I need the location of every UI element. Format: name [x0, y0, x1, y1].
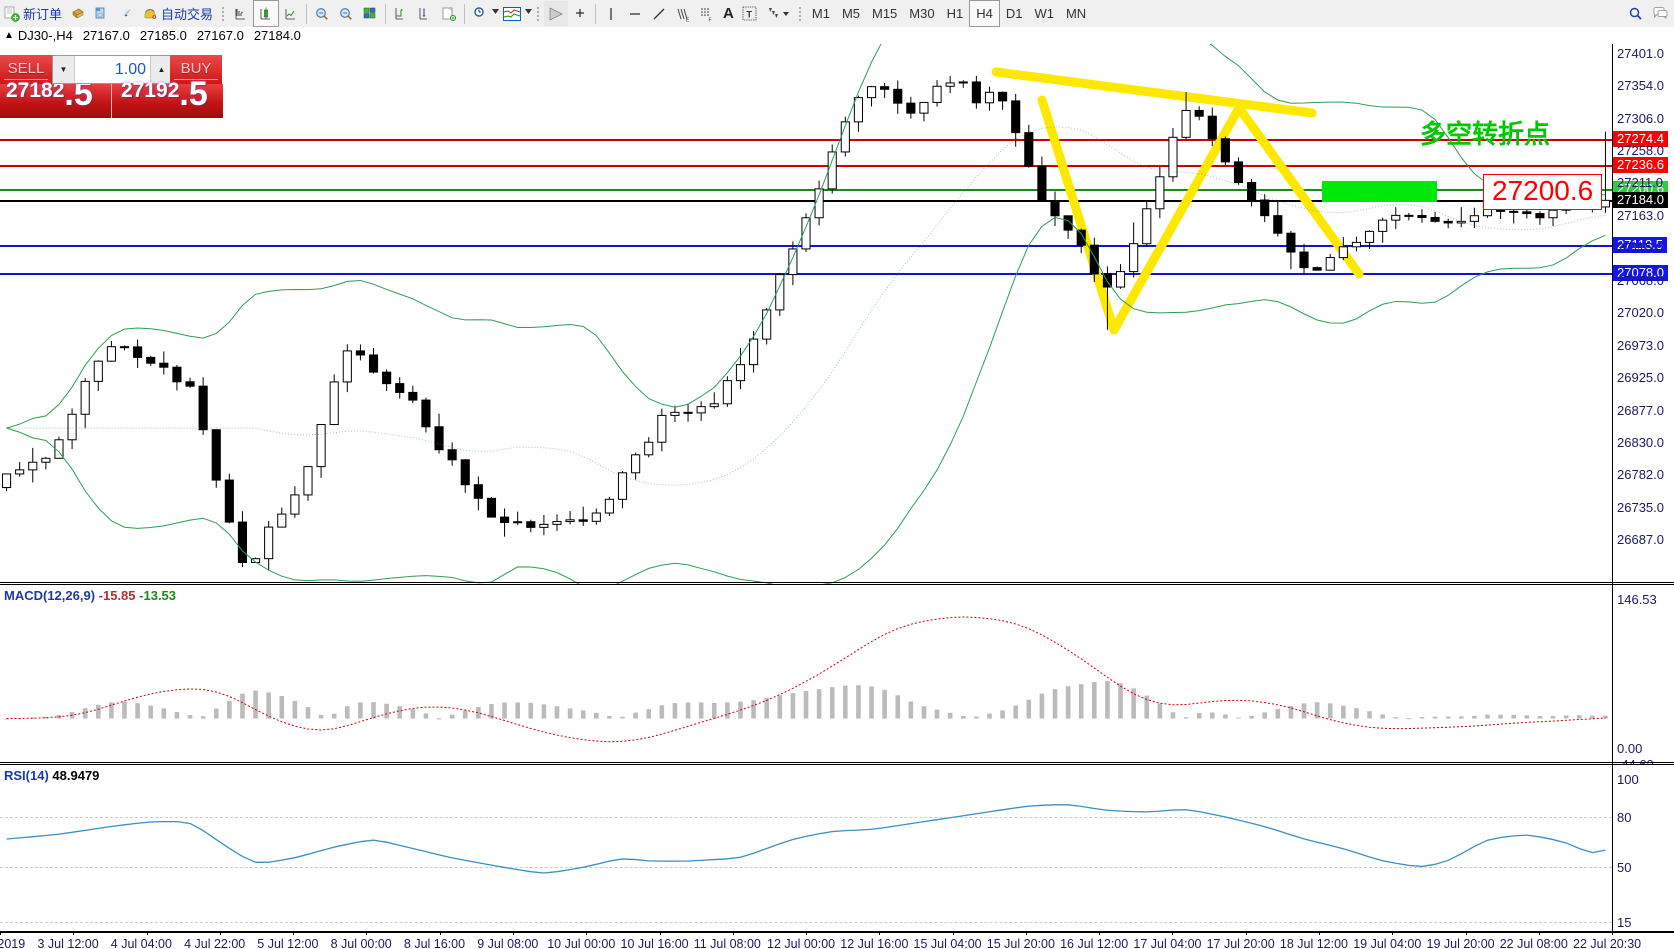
svg-text:T: T — [746, 9, 752, 19]
svg-text:F: F — [709, 17, 712, 22]
svg-text:E: E — [686, 17, 690, 22]
